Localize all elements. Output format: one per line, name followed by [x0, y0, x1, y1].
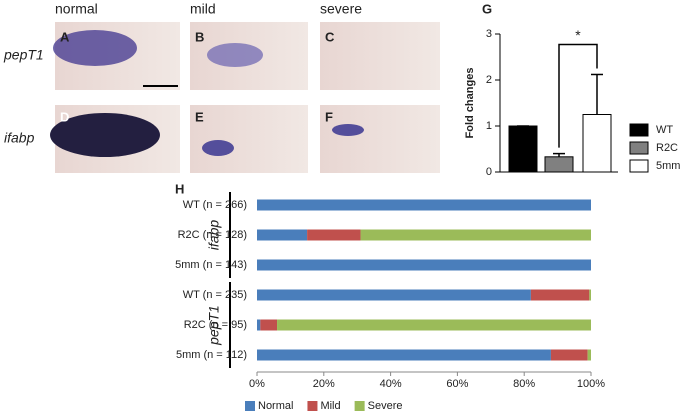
- row-label: ifabp: [4, 130, 35, 146]
- x-tick-label: 80%: [513, 378, 535, 390]
- bar-segment: [277, 319, 591, 331]
- bar-segment: [530, 289, 590, 301]
- column-label: mild: [190, 1, 216, 17]
- bar-segment: [589, 289, 591, 301]
- legend-label: Mild: [320, 400, 340, 412]
- bar-segment: [360, 229, 591, 241]
- image-panels: normal mild severe pepT1 ifabp A B C D E…: [3, 1, 440, 173]
- stain: [50, 113, 160, 157]
- legend-label: Normal: [258, 400, 293, 412]
- x-tick-label: 20%: [313, 378, 335, 390]
- legend-swatch: [629, 141, 649, 155]
- stain: [207, 43, 263, 67]
- panel-letter: C: [325, 29, 335, 44]
- x-tick-label: 40%: [380, 378, 402, 390]
- error-bar: [591, 73, 603, 115]
- bar-segment: [257, 199, 591, 211]
- column-label: normal: [55, 1, 98, 17]
- image: [320, 105, 440, 173]
- stain: [202, 140, 234, 156]
- y-tick-label: 5mm (n = 112): [176, 349, 247, 361]
- x-tick-label: 0%: [249, 378, 265, 390]
- panel-letter: E: [195, 109, 204, 124]
- legend-label: Severe: [368, 400, 403, 412]
- legend-swatch: [245, 401, 255, 411]
- bar-segment: [257, 319, 261, 331]
- error-bar: [553, 152, 565, 157]
- row-label: pepT1: [3, 47, 44, 63]
- legend-label: R2C: [656, 142, 678, 154]
- bar-segment: [550, 349, 588, 361]
- y-tick-label: WT (n = 266): [183, 199, 247, 211]
- legend-swatch: [629, 123, 649, 137]
- y-axis-label: Fold changes: [464, 68, 476, 139]
- y-tick-label: 1: [486, 120, 492, 132]
- y-tick-label: R2C (n = 128): [178, 229, 247, 241]
- legend-label: WT: [656, 124, 673, 136]
- y-tick-label: WT (n = 235): [183, 289, 247, 301]
- y-tick-label: 3: [486, 28, 492, 40]
- bar-segment: [307, 229, 361, 241]
- group-label: ifabp: [206, 220, 222, 251]
- panel-letter: F: [325, 109, 333, 124]
- bar-segment: [587, 349, 591, 361]
- bar-segment: [257, 349, 551, 361]
- bar-segment: [257, 259, 591, 271]
- legend-swatch: [629, 159, 649, 173]
- bar: [508, 125, 538, 173]
- column-label: severe: [320, 1, 362, 17]
- bar-segment: [257, 229, 308, 241]
- bar: [582, 114, 612, 173]
- x-tick-label: 60%: [446, 378, 468, 390]
- image: [190, 105, 308, 173]
- y-tick-label: 0: [486, 166, 492, 178]
- y-tick-label: 2: [486, 74, 492, 86]
- panel-letter: D: [60, 109, 69, 124]
- significance-bracket: [558, 43, 598, 148]
- panel-letter: H: [175, 181, 184, 196]
- significance-label: *: [575, 27, 581, 43]
- y-tick-label: 5mm (n = 143): [175, 259, 247, 271]
- stain: [53, 30, 137, 66]
- panel-letter: G: [482, 1, 492, 16]
- x-tick-label: 100%: [577, 378, 605, 390]
- image: [320, 22, 440, 90]
- legend-label: 5mm: [656, 160, 680, 172]
- legend-swatch: [354, 401, 365, 411]
- bar-segment: [260, 319, 278, 331]
- panel-letter: A: [60, 29, 70, 44]
- group-label: pepT1: [206, 305, 222, 346]
- bar-segment: [257, 289, 531, 301]
- bar: [544, 156, 574, 173]
- y-tick-label: R2C (n = 95): [184, 319, 247, 331]
- stain: [332, 124, 364, 136]
- legend-swatch: [307, 401, 318, 411]
- panel-letter: B: [195, 29, 204, 44]
